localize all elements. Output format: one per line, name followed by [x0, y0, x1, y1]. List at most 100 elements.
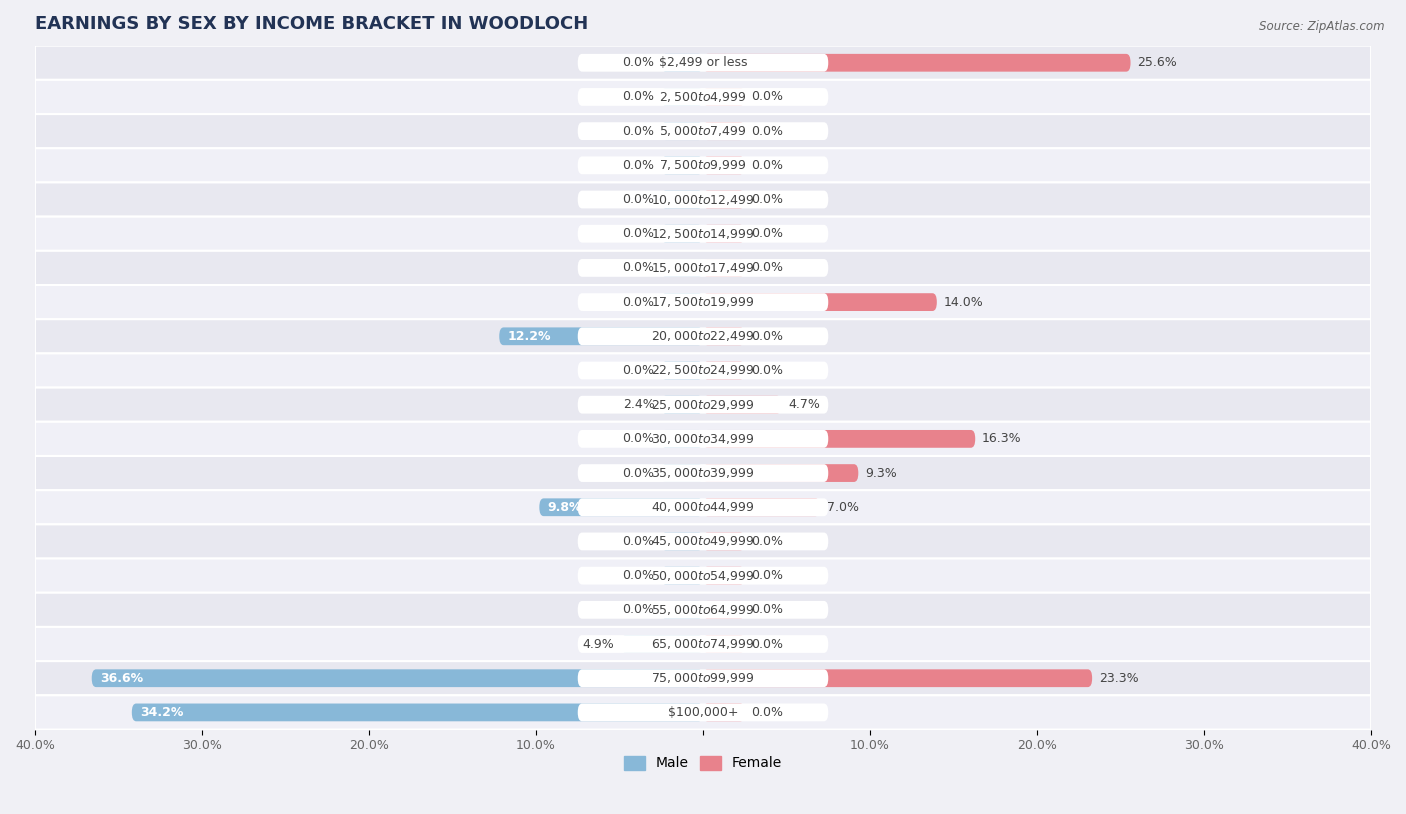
FancyBboxPatch shape	[661, 156, 703, 174]
Text: $50,000 to $54,999: $50,000 to $54,999	[651, 569, 755, 583]
FancyBboxPatch shape	[703, 567, 745, 584]
Text: 0.0%: 0.0%	[623, 295, 655, 309]
FancyBboxPatch shape	[703, 225, 745, 243]
FancyBboxPatch shape	[35, 80, 1371, 114]
Text: 0.0%: 0.0%	[623, 159, 655, 172]
Text: EARNINGS BY SEX BY INCOME BRACKET IN WOODLOCH: EARNINGS BY SEX BY INCOME BRACKET IN WOO…	[35, 15, 588, 33]
FancyBboxPatch shape	[703, 532, 745, 550]
Text: 9.3%: 9.3%	[865, 466, 897, 479]
Text: $2,499 or less: $2,499 or less	[659, 56, 747, 69]
FancyBboxPatch shape	[540, 498, 703, 516]
FancyBboxPatch shape	[578, 430, 828, 448]
Text: 0.0%: 0.0%	[623, 227, 655, 240]
FancyBboxPatch shape	[35, 285, 1371, 319]
Text: 0.0%: 0.0%	[623, 261, 655, 274]
Text: $17,500 to $19,999: $17,500 to $19,999	[651, 295, 755, 309]
Text: $100,000+: $100,000+	[668, 706, 738, 719]
FancyBboxPatch shape	[578, 88, 828, 106]
Text: 0.0%: 0.0%	[751, 227, 783, 240]
FancyBboxPatch shape	[661, 396, 703, 414]
Text: 0.0%: 0.0%	[623, 193, 655, 206]
FancyBboxPatch shape	[578, 327, 828, 345]
FancyBboxPatch shape	[578, 361, 828, 379]
FancyBboxPatch shape	[703, 156, 745, 174]
FancyBboxPatch shape	[578, 396, 828, 414]
FancyBboxPatch shape	[35, 558, 1371, 593]
FancyBboxPatch shape	[661, 361, 703, 379]
FancyBboxPatch shape	[703, 293, 936, 311]
Text: 7.0%: 7.0%	[827, 501, 859, 514]
FancyBboxPatch shape	[578, 635, 828, 653]
Text: 0.0%: 0.0%	[751, 159, 783, 172]
Legend: Male, Female: Male, Female	[624, 755, 782, 770]
FancyBboxPatch shape	[661, 190, 703, 208]
FancyBboxPatch shape	[578, 703, 828, 721]
FancyBboxPatch shape	[621, 635, 703, 653]
FancyBboxPatch shape	[661, 293, 703, 311]
FancyBboxPatch shape	[35, 148, 1371, 182]
FancyBboxPatch shape	[35, 251, 1371, 285]
Text: 0.0%: 0.0%	[623, 90, 655, 103]
FancyBboxPatch shape	[703, 327, 745, 345]
Text: 25.6%: 25.6%	[1137, 56, 1177, 69]
Text: $22,500 to $24,999: $22,500 to $24,999	[651, 364, 755, 378]
Text: 0.0%: 0.0%	[751, 364, 783, 377]
FancyBboxPatch shape	[35, 695, 1371, 729]
Text: 0.0%: 0.0%	[623, 125, 655, 138]
Text: 36.6%: 36.6%	[100, 672, 143, 685]
FancyBboxPatch shape	[35, 319, 1371, 353]
FancyBboxPatch shape	[661, 225, 703, 243]
FancyBboxPatch shape	[91, 669, 703, 687]
FancyBboxPatch shape	[35, 114, 1371, 148]
FancyBboxPatch shape	[35, 627, 1371, 661]
Text: 12.2%: 12.2%	[508, 330, 551, 343]
FancyBboxPatch shape	[35, 490, 1371, 524]
FancyBboxPatch shape	[35, 353, 1371, 387]
FancyBboxPatch shape	[703, 464, 858, 482]
FancyBboxPatch shape	[35, 456, 1371, 490]
Text: 16.3%: 16.3%	[981, 432, 1022, 445]
Text: 0.0%: 0.0%	[751, 330, 783, 343]
Text: 0.0%: 0.0%	[751, 535, 783, 548]
FancyBboxPatch shape	[703, 88, 745, 106]
Text: $30,000 to $34,999: $30,000 to $34,999	[651, 432, 755, 446]
Text: $35,000 to $39,999: $35,000 to $39,999	[651, 466, 755, 480]
FancyBboxPatch shape	[661, 430, 703, 448]
FancyBboxPatch shape	[703, 396, 782, 414]
Text: 14.0%: 14.0%	[943, 295, 983, 309]
FancyBboxPatch shape	[703, 498, 820, 516]
Text: 34.2%: 34.2%	[141, 706, 184, 719]
FancyBboxPatch shape	[35, 524, 1371, 558]
FancyBboxPatch shape	[578, 532, 828, 550]
Text: 0.0%: 0.0%	[623, 56, 655, 69]
Text: 0.0%: 0.0%	[623, 466, 655, 479]
Text: $2,500 to $4,999: $2,500 to $4,999	[659, 90, 747, 104]
FancyBboxPatch shape	[132, 703, 703, 721]
FancyBboxPatch shape	[661, 88, 703, 106]
FancyBboxPatch shape	[703, 361, 745, 379]
FancyBboxPatch shape	[661, 259, 703, 277]
FancyBboxPatch shape	[578, 669, 828, 687]
Text: $45,000 to $49,999: $45,000 to $49,999	[651, 535, 755, 549]
Text: $75,000 to $99,999: $75,000 to $99,999	[651, 672, 755, 685]
Text: 4.7%: 4.7%	[789, 398, 820, 411]
FancyBboxPatch shape	[703, 54, 1130, 72]
Text: $40,000 to $44,999: $40,000 to $44,999	[651, 501, 755, 514]
FancyBboxPatch shape	[703, 601, 745, 619]
FancyBboxPatch shape	[578, 567, 828, 584]
FancyBboxPatch shape	[35, 422, 1371, 456]
FancyBboxPatch shape	[35, 387, 1371, 422]
Text: 0.0%: 0.0%	[623, 364, 655, 377]
Text: 0.0%: 0.0%	[623, 603, 655, 616]
Text: 0.0%: 0.0%	[751, 706, 783, 719]
Text: $12,500 to $14,999: $12,500 to $14,999	[651, 227, 755, 241]
Text: $25,000 to $29,999: $25,000 to $29,999	[651, 398, 755, 412]
Text: $15,000 to $17,499: $15,000 to $17,499	[651, 261, 755, 275]
FancyBboxPatch shape	[578, 190, 828, 208]
Text: 4.9%: 4.9%	[582, 637, 614, 650]
FancyBboxPatch shape	[703, 703, 745, 721]
FancyBboxPatch shape	[578, 464, 828, 482]
FancyBboxPatch shape	[35, 46, 1371, 80]
Text: 0.0%: 0.0%	[751, 637, 783, 650]
FancyBboxPatch shape	[703, 259, 745, 277]
